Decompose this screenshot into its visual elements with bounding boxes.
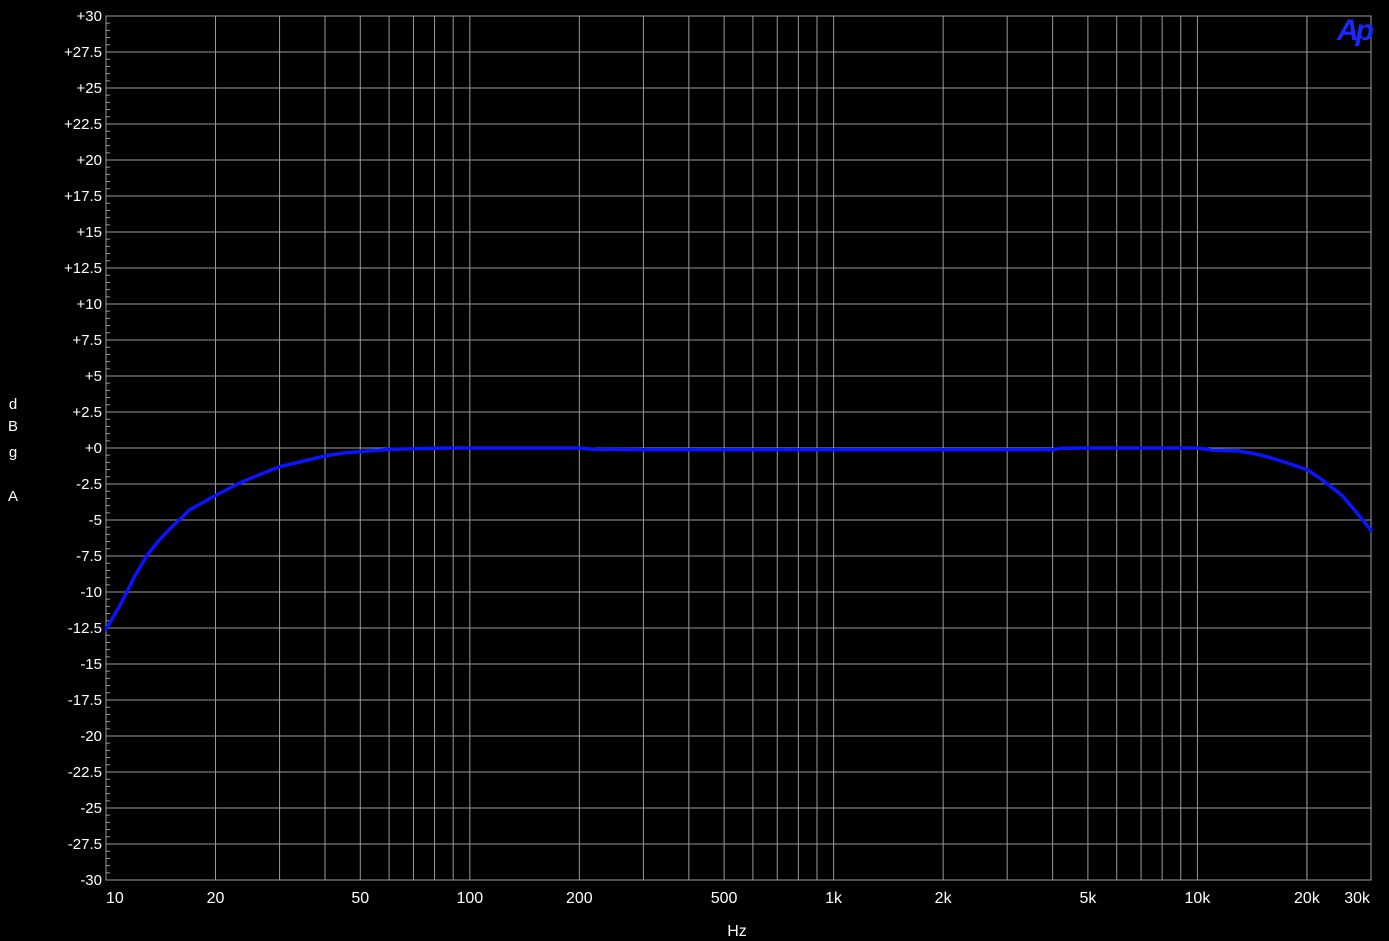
y-tick-label: +20 (77, 152, 102, 169)
y-axis-label-char: d (8, 396, 18, 413)
y-tick-label: +7.5 (72, 332, 102, 349)
ap-logo: Ap (1337, 14, 1374, 47)
series-layer (104, 446, 1373, 632)
plot-border (105, 15, 1372, 881)
x-tick-label: 500 (711, 890, 738, 907)
y-tick-label: -22.5 (68, 764, 102, 781)
series-line (104, 446, 1373, 632)
y-tick-label: -17.5 (68, 692, 102, 709)
y-axis-label-char: A (8, 488, 19, 505)
x-tick-label: 100 (456, 890, 483, 907)
x-tick-label: 10k (1185, 890, 1212, 907)
y-tick-label: +0 (85, 440, 102, 457)
x-tick-label: 50 (351, 890, 369, 907)
y-tick-label: -27.5 (68, 836, 102, 853)
y-tick-label: -5 (89, 512, 102, 529)
y-tick-label: +27.5 (64, 44, 102, 61)
y-tick-label: -20 (80, 728, 102, 745)
y-tick-label: -30 (80, 872, 102, 889)
y-tick-label: +30 (77, 8, 102, 25)
x-tick-label: 10 (106, 890, 124, 907)
x-tick-label: 20 (207, 890, 225, 907)
y-tick-label: -10 (80, 584, 102, 601)
y-tick-labels: +30 +27.5 +25 +22.5 +20 +17.5 +15 +12.5 +10 +7.5 +… (64, 8, 102, 889)
y-axis-label-char: B (8, 418, 19, 435)
x-axis-label: Hz (727, 923, 747, 940)
x-tick-label: 1k (825, 890, 843, 907)
x-tick-label: 20k (1294, 890, 1321, 907)
x-tick-label: 5k (1079, 890, 1097, 907)
y-tick-label: +2.5 (72, 404, 102, 421)
y-tick-label: +25 (77, 80, 102, 97)
y-tick-label: +12.5 (64, 260, 102, 277)
x-tick-label: 30k (1344, 890, 1371, 907)
y-tick-label: -12.5 (68, 620, 102, 637)
x-tick-label: 200 (566, 890, 593, 907)
y-tick-label: +17.5 (64, 188, 102, 205)
y-tick-label: +15 (77, 224, 102, 241)
y-tick-label: -15 (80, 656, 102, 673)
y-tick-label: -2.5 (76, 476, 102, 493)
y-tick-label: +22.5 (64, 116, 102, 133)
y-tick-label: -7.5 (76, 548, 102, 565)
y-tick-label: +10 (77, 296, 102, 313)
x-tick-label: 2k (935, 890, 953, 907)
y-tick-label: +5 (85, 368, 102, 385)
y-tick-label: -25 (80, 800, 102, 817)
y-axis-label-char: g (8, 444, 18, 461)
x-tick-labels: 10 20 50 100 200 500 1k 2k 5k 10k 20k 30k (106, 890, 1371, 907)
